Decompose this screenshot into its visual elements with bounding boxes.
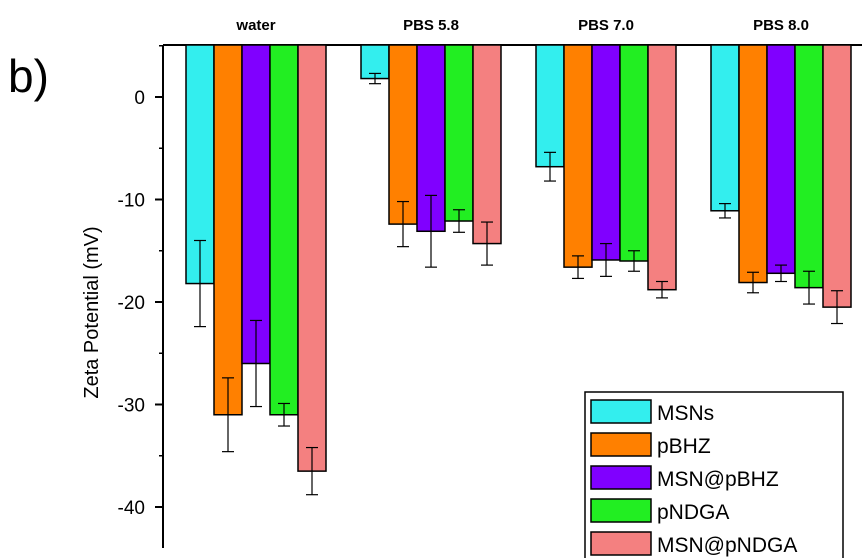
category-label: PBS 8.0	[753, 17, 809, 34]
bar	[535, 44, 565, 168]
bar	[472, 44, 502, 245]
bar	[591, 44, 621, 261]
legend: MSNs pBHZ MSN@pBHZ pNDGA MSN@pNDGA	[584, 391, 844, 558]
panel-label: b)	[8, 50, 49, 102]
category-label: water	[235, 17, 275, 34]
bar	[563, 44, 593, 268]
bar	[766, 44, 796, 275]
y-tick-label: 0	[134, 88, 145, 109]
y-tick-label: -10	[118, 191, 145, 212]
bar	[444, 44, 474, 222]
bar	[710, 44, 740, 212]
bar	[738, 44, 768, 284]
category-label: PBS 5.8	[403, 17, 459, 34]
bar	[647, 44, 677, 291]
legend-swatch	[590, 399, 652, 424]
legend-swatch	[590, 531, 652, 556]
legend-label: pBHZ	[657, 435, 711, 458]
legend-label: MSN@pBHZ	[657, 468, 779, 491]
legend-label: pNDGA	[657, 501, 729, 524]
bar	[619, 44, 649, 262]
y-tick-label: -40	[118, 498, 145, 519]
bar	[213, 44, 243, 416]
bar	[822, 44, 852, 308]
legend-swatch	[590, 465, 652, 490]
bar	[388, 44, 418, 225]
category-label: PBS 7.0	[578, 17, 634, 34]
bar	[241, 44, 271, 365]
bar	[794, 44, 824, 289]
y-tick-label: -20	[118, 293, 145, 314]
legend-swatch	[590, 432, 652, 457]
plot-area: 0 -10 -20 -30 -40 Zeta Potential (mV) water PBS…	[81, 17, 862, 548]
legend-label: MSNs	[657, 402, 714, 425]
y-axis-label: Zeta Potential (mV)	[81, 226, 103, 398]
bar	[297, 44, 327, 472]
legend-swatch	[590, 498, 652, 523]
legend-label: MSN@pNDGA	[657, 534, 797, 557]
bar	[269, 44, 299, 416]
y-tick-label: -30	[118, 396, 145, 417]
